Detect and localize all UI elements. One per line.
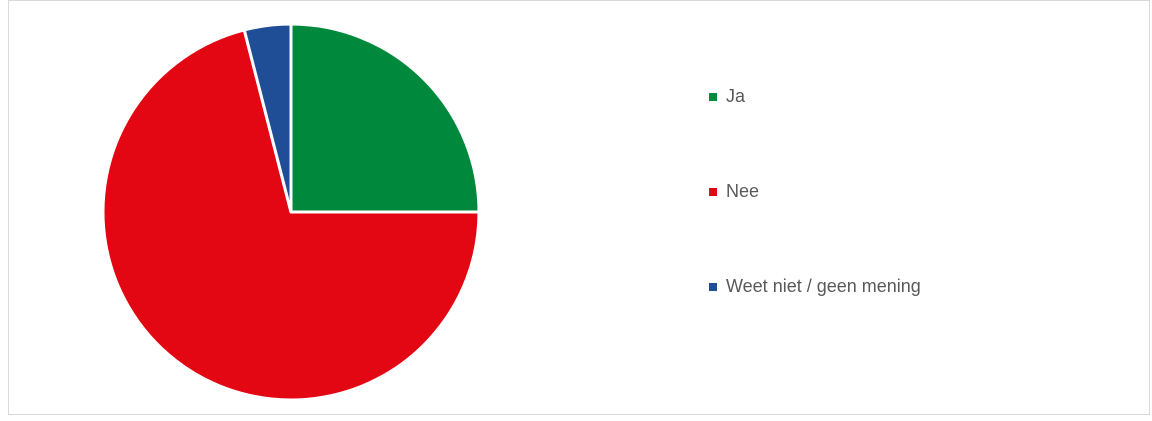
chart-frame — [8, 0, 1150, 415]
legend-swatch — [709, 283, 717, 291]
legend-label: Weet niet / geen mening — [726, 276, 921, 296]
legend-swatch — [709, 93, 717, 101]
pie-slice — [289, 22, 481, 214]
legend-label: Nee — [726, 181, 759, 201]
legend-swatch — [709, 188, 717, 196]
legend-label: Ja — [726, 86, 746, 106]
pie-slice — [101, 28, 481, 402]
pie-slice — [242, 22, 293, 214]
